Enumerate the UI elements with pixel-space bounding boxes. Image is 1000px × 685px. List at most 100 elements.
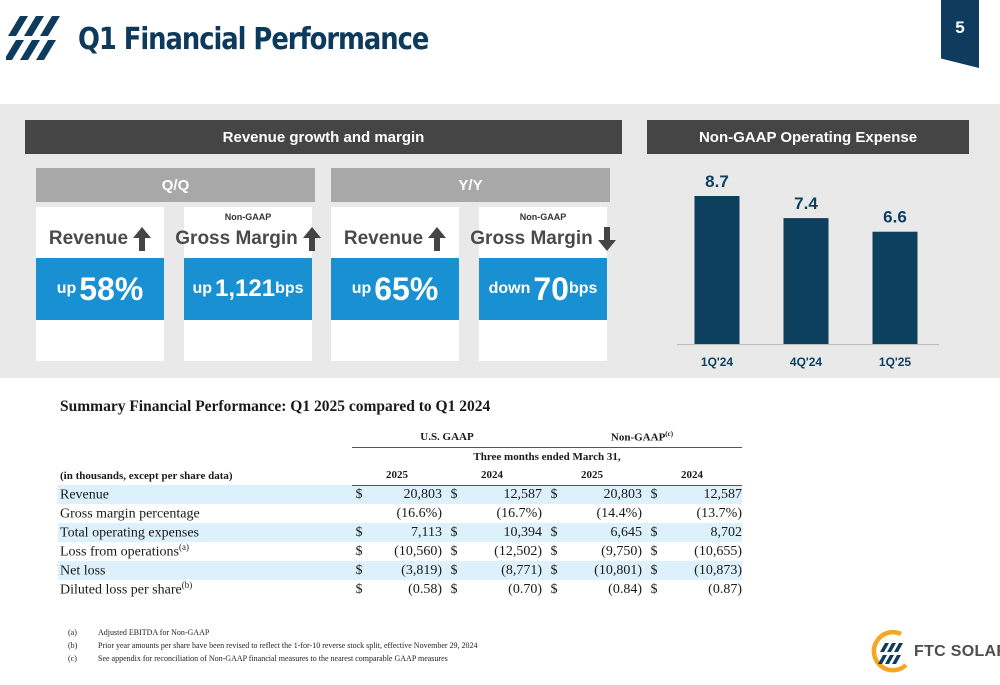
currency-cell: $ [550,581,558,597]
currency-cell [442,504,466,523]
currency-cell: $ [642,561,666,580]
yoy-gross-margin-card: Non-GAAP Gross Margin down 70 bps [470,207,616,361]
x-tick-label: 1Q'25 [879,355,912,369]
data-label: 8.7 [705,172,729,191]
table-row: Net loss $ (3,819) $ (8,771) $ (10,801) $ (1… [58,561,742,580]
summary-title: Summary Financial Performance: Q1 2025 c… [60,398,491,415]
units-label: (in thousands, except per share data) [60,469,233,482]
currency-cell: $ [642,485,666,504]
nongaap-header-label: Non-GAAP [610,432,666,445]
period-header: Three months ended March 31, [473,450,621,463]
qoq-header: Q/Q [36,168,315,202]
x-tick-label: 4Q'24 [790,355,823,369]
year-header: 2025 [542,466,642,486]
value-cell: (10,655) [694,543,742,559]
table-row: Diluted loss per share(b) $ (0.58) $ (0.70… [58,580,742,599]
yoy-revenue-card: Revenue up 65% [331,207,459,361]
card-direction: up [351,280,372,297]
card-label: Gross Margin [175,228,298,249]
card-number: 70 [533,270,569,307]
currency-cell: $ [550,543,558,559]
value-cell: (0.84) [608,581,642,597]
revenue-section-header: Revenue growth and margin [25,120,622,154]
value-cell: (0.70) [508,581,542,597]
value-cell: (10,873) [666,561,742,580]
value-cell: 7,113 [366,523,442,542]
table-row: Gross margin percentage (16.6%) (16.7%) … [58,504,742,523]
currency-cell: $ [650,581,658,597]
currency-cell: $ [442,561,466,580]
row-label: Gross margin percentage [60,506,200,522]
currency-cell: $ [352,485,366,504]
currency-cell: $ [352,561,366,580]
data-label: 7.4 [794,194,818,213]
arrow-up-icon [133,227,152,251]
arrow-up-icon [428,227,447,251]
card-small-label: Non-GAAP [224,212,272,222]
yoy-header: Y/Y [331,168,610,202]
value-cell: 6,645 [566,523,642,542]
footnote-text: See appendix for reconciliation of Non-G… [98,654,448,663]
value-cell: (9,750) [601,543,642,559]
page-number-tab: 5 [941,0,979,68]
value-cell: (12,502) [494,543,542,559]
card-label: Gross Margin [470,228,593,249]
row-label: Diluted loss per share(b) [60,580,193,598]
year-header: 2024 [442,466,542,486]
card-value: up 1,121 bps [184,258,312,320]
nongaap-header: Non-GAAP(c) [542,428,742,448]
card-label-row: Revenue [331,227,459,251]
card-unit: bps [275,280,304,297]
year-header: 2024 [642,466,742,486]
data-label: 6.6 [883,208,907,227]
value-cell: (0.58) [408,581,442,597]
value-cell: 20,803 [366,485,442,504]
brand-slashes-icon [6,16,60,60]
value-cell: (16.7%) [496,505,543,521]
card-unit: bps [568,280,598,297]
footnote-text: Prior year amounts per share have been r… [98,641,478,650]
currency-cell: $ [650,543,658,559]
arrow-down-icon [597,227,616,251]
bar-1Q'24 [694,196,740,344]
value-cell: (14.4%) [596,505,643,521]
currency-cell: $ [442,523,466,542]
value-cell: (13.7%) [696,505,743,521]
card-number: 58% [79,270,144,307]
card-small-label: Non-GAAP [519,212,567,222]
row-label: Net loss [58,561,352,580]
card-number: 1,121 [215,275,276,302]
card-value: down 70 bps [479,258,607,320]
currency-cell: $ [352,523,366,542]
value-cell: (8,771) [466,561,542,580]
card-direction: up [192,280,213,297]
value-cell: (3,819) [366,561,442,580]
table-years-row: (in thousands, except per share data) 20… [58,466,742,486]
x-tick-label: 1Q'24 [701,355,734,369]
value-cell: (10,560) [394,543,442,559]
nongaap-header-sup: (c) [665,430,674,439]
card-direction: up [56,280,77,297]
table-row: Revenue $20,803 $12,587 $20,803 $12,587 [58,485,742,504]
page-number: 5 [955,18,965,37]
card-direction: down [488,280,531,297]
table-row: Total operating expenses $7,113 $10,394 … [58,523,742,542]
card-value: up 65% [331,258,459,320]
value-cell: 20,803 [566,485,642,504]
currency-cell: $ [355,581,363,597]
card-label-row: Gross Margin [470,227,616,251]
card-label: Revenue [343,228,424,249]
currency-cell [542,504,566,523]
value-cell: (0.87) [708,581,742,597]
footnote: (c) See appendix for reconciliation of No… [68,652,478,665]
currency-cell: $ [450,581,458,597]
card-number: 65% [374,270,439,307]
gaap-header: U.S. GAAP [352,428,542,448]
value-cell: 12,587 [666,485,742,504]
card-label-row: Gross Margin [175,227,321,251]
row-label: Loss from operations(a) [60,542,189,560]
footnote-key: (c) [68,654,77,663]
qoq-revenue-card: Revenue up 58% [36,207,164,361]
arrow-up-icon [302,227,321,251]
footnote: (b) Prior year amounts per share have bee… [68,639,478,652]
